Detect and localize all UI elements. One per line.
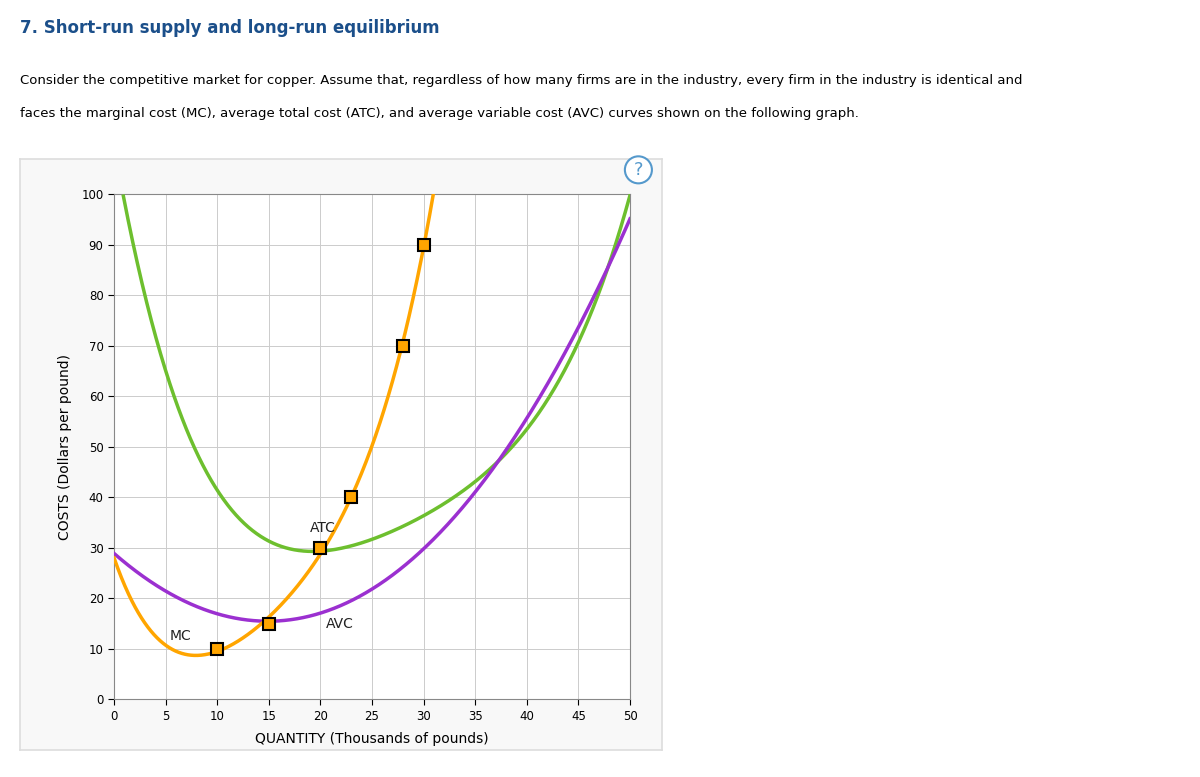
Text: ?: ?	[634, 161, 643, 179]
Text: Consider the competitive market for copper. Assume that, regardless of how many : Consider the competitive market for copp…	[20, 74, 1022, 87]
Text: MC: MC	[169, 629, 192, 643]
X-axis label: QUANTITY (Thousands of pounds): QUANTITY (Thousands of pounds)	[256, 733, 488, 747]
Text: 7. Short-run supply and long-run equilibrium: 7. Short-run supply and long-run equilib…	[20, 19, 440, 37]
Text: faces the marginal cost (MC), average total cost (ATC), and average variable cos: faces the marginal cost (MC), average to…	[20, 107, 859, 120]
Text: AVC: AVC	[325, 617, 354, 631]
Text: ATC: ATC	[310, 521, 336, 535]
Y-axis label: COSTS (Dollars per pound): COSTS (Dollars per pound)	[58, 354, 72, 540]
